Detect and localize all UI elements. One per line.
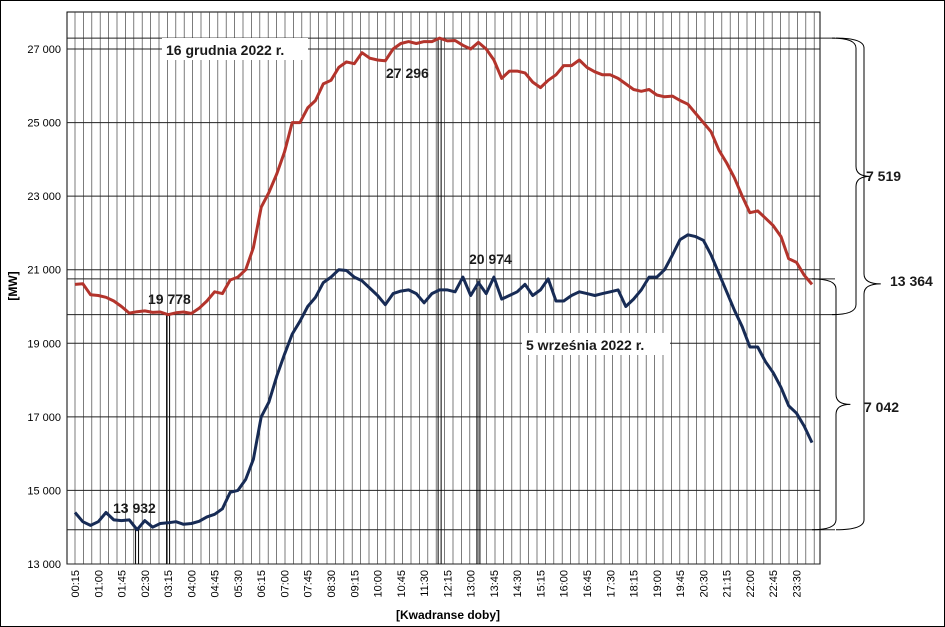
x-tick-label: 08:30	[326, 570, 338, 598]
x-tick-label: 04:00	[186, 570, 198, 598]
summer-max-label: 20 974	[469, 251, 512, 267]
x-tick-label: 04:45	[210, 570, 222, 598]
brace-total-range	[835, 37, 881, 531]
range-summer-label: 7 042	[864, 399, 899, 415]
x-tick-label: 05:30	[233, 570, 245, 598]
range-braces	[811, 37, 881, 531]
x-tick-label: 10:00	[373, 570, 385, 598]
range-between-label: 13 364	[890, 273, 933, 289]
y-tick-label: 27 000	[27, 44, 61, 56]
winter-max-label: 27 296	[386, 65, 429, 81]
x-tick-label: 22:45	[768, 570, 780, 598]
x-tick-label: 13:45	[489, 570, 501, 598]
series-line-winter	[74, 36, 814, 317]
x-tick-label: 19:00	[652, 570, 664, 598]
x-tick-label: 09:15	[349, 570, 361, 598]
winter-min-label: 19 778	[148, 291, 191, 307]
x-tick-label: 10:45	[396, 570, 408, 598]
y-tick-label: 25 000	[27, 118, 61, 130]
summer-min-label: 13 932	[113, 500, 156, 516]
brace-winter-range	[831, 37, 871, 316]
plot-area	[66, 11, 821, 565]
y-tick-label: 17 000	[27, 412, 61, 424]
x-tick-label: 15:15	[535, 570, 547, 598]
x-tick-label: 14:30	[512, 570, 524, 598]
x-tick-label: 19:45	[675, 570, 687, 598]
tick-labels: 13 000 15 000 17 000 19 000 21 000 23 000 25 0…	[27, 44, 803, 598]
series-group	[73, 36, 814, 532]
x-tick-label: 16:00	[559, 570, 571, 598]
summer-label-bg	[522, 333, 670, 355]
x-tick-label: 12:15	[442, 570, 454, 598]
x-tick-label: 13:00	[466, 570, 478, 598]
x-tick-label: 01:00	[93, 570, 105, 598]
y-tick-label: 13 000	[27, 559, 61, 571]
x-tick-label: 00:15	[70, 570, 82, 598]
winter-label-bg	[162, 38, 308, 60]
x-tick-label: 23:30	[791, 570, 803, 598]
x-tick-label: 07:00	[279, 570, 291, 598]
x-tick-label: 21:15	[722, 570, 734, 598]
brace-summer-range	[811, 278, 851, 531]
series-line-summer	[73, 233, 814, 532]
y-tick-label: 21 000	[27, 265, 61, 277]
x-tick-label: 03:15	[163, 570, 175, 598]
summer-series-label: 5 września 2022 r.	[526, 337, 644, 353]
x-tick-label: 06:15	[256, 570, 268, 598]
x-tick-label: 18:15	[629, 570, 641, 598]
winter-series-label: 16 grudnia 2022 r.	[166, 42, 284, 58]
x-axis-label: [Kwadranse doby]	[396, 608, 500, 622]
y-tick-label: 19 000	[27, 338, 61, 350]
x-tick-label: 01:45	[117, 570, 129, 598]
x-tick-label: 16:45	[582, 570, 594, 598]
range-winter-label: 7 519	[866, 168, 901, 184]
x-tick-label: 02:30	[140, 570, 152, 598]
grid	[66, 11, 821, 565]
x-tick-label: 17:30	[605, 570, 617, 598]
x-tick-label: 07:45	[303, 570, 315, 598]
x-tick-label: 20:30	[698, 570, 710, 598]
x-tick-label: 11:30	[419, 570, 431, 597]
y-axis-label: [MW]	[6, 271, 20, 300]
x-tick-label: 22:00	[745, 570, 757, 598]
y-tick-label: 23 000	[27, 191, 61, 203]
y-tick-label: 15 000	[27, 485, 61, 497]
